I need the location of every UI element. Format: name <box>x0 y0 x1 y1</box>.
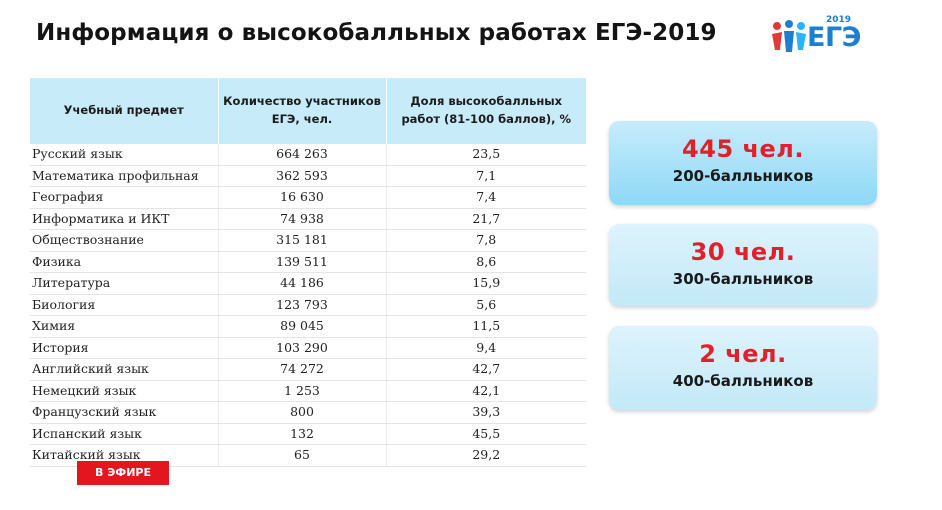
share-cell: 7,8 <box>385 229 586 252</box>
count-cell: 103 290 <box>217 337 386 359</box>
subject-cell: История <box>30 337 218 359</box>
table-row: Китайский язык 65 29,2 <box>30 444 586 467</box>
subject-cell: Испанский язык <box>30 423 218 445</box>
subject-cell: Обществознание <box>30 229 218 252</box>
share-cell: 7,4 <box>385 186 586 209</box>
share-cell: 9,4 <box>385 337 586 359</box>
table-row: Английский язык 74 272 42,7 <box>30 358 586 381</box>
share-cell: 7,1 <box>385 165 586 187</box>
subject-cell: Информатика и ИКТ <box>30 208 218 230</box>
card-400-scorers: 2 чел. 400-балльников <box>609 326 877 410</box>
table-row: Биология 123 793 5,6 <box>30 294 586 316</box>
count-cell: 65 <box>217 444 386 467</box>
table-row: География 16 630 7,4 <box>30 186 586 209</box>
table-row: Немецкий язык 1 253 42,1 <box>30 380 586 402</box>
share-cell: 5,6 <box>385 294 586 316</box>
card-value: 445 чел. <box>682 135 804 163</box>
subject-cell: Русский язык <box>30 144 218 166</box>
count-cell: 132 <box>217 423 386 445</box>
share-cell: 29,2 <box>385 444 586 467</box>
share-cell: 21,7 <box>385 208 586 230</box>
subject-cell: Французский язык <box>30 401 218 424</box>
subject-cell: Немецкий язык <box>30 380 218 402</box>
logo-text: ЕГЭ <box>807 22 861 53</box>
count-cell: 362 593 <box>217 165 386 187</box>
share-cell: 45,5 <box>385 423 586 445</box>
share-cell: 23,5 <box>385 144 586 166</box>
count-cell: 74 272 <box>217 358 386 381</box>
subject-cell: Химия <box>30 315 218 338</box>
count-cell: 89 045 <box>217 315 386 338</box>
share-cell: 42,1 <box>385 380 586 402</box>
share-cell: 8,6 <box>385 251 586 273</box>
share-cell: 39,3 <box>385 401 586 424</box>
card-300-scorers: 30 чел. 300-балльников <box>609 224 877 306</box>
subject-cell: География <box>30 186 218 209</box>
subject-cell: Английский язык <box>30 358 218 381</box>
count-cell: 74 938 <box>217 208 386 230</box>
table-row: Испанский язык 132 45,5 <box>30 423 586 445</box>
share-cell: 15,9 <box>385 272 586 295</box>
count-cell: 16 630 <box>217 186 386 209</box>
count-cell: 139 511 <box>217 251 386 273</box>
header-share: Доля высокобалльных работ (81-100 баллов… <box>386 78 586 144</box>
table-row: Физика 139 511 8,6 <box>30 251 586 273</box>
table-row: История 103 290 9,4 <box>30 337 586 359</box>
subject-cell: Физика <box>30 251 218 273</box>
table-row: Литература 44 186 15,9 <box>30 272 586 295</box>
table-header-row: Учебный предмет Количество участников ЕГ… <box>30 78 586 144</box>
table-row: Химия 89 045 11,5 <box>30 315 586 338</box>
people-icon <box>772 20 806 52</box>
live-button[interactable]: В ЭФИРЕ <box>77 461 169 485</box>
logo-year: 2019 <box>826 15 852 25</box>
card-caption: 200-балльников <box>672 167 814 185</box>
card-caption: 300-балльников <box>672 270 814 288</box>
share-cell: 42,7 <box>385 358 586 381</box>
results-table: Учебный предмет Количество участников ЕГ… <box>30 78 586 467</box>
count-cell: 664 263 <box>217 144 386 166</box>
subject-cell: Литература <box>30 272 218 295</box>
table-row: Математика профильная 362 593 7,1 <box>30 165 586 187</box>
count-cell: 800 <box>217 401 386 424</box>
table-row: Обществознание 315 181 7,8 <box>30 229 586 252</box>
subject-cell: Математика профильная <box>30 165 218 187</box>
share-cell: 11,5 <box>385 315 586 338</box>
page-title: Информация о высокобалльных работах ЕГЭ-… <box>36 20 717 46</box>
table-row: Французский язык 800 39,3 <box>30 401 586 424</box>
table-row: Информатика и ИКТ 74 938 21,7 <box>30 208 586 230</box>
count-cell: 1 253 <box>217 380 386 402</box>
card-200-scorers: 445 чел. 200-балльников <box>609 121 877 205</box>
count-cell: 44 186 <box>217 272 386 295</box>
count-cell: 123 793 <box>217 294 386 316</box>
subject-cell: Китайский язык <box>30 444 218 467</box>
card-value: 30 чел. <box>690 238 796 266</box>
card-caption: 400-балльников <box>672 372 814 390</box>
header-count: Количество участников ЕГЭ, чел. <box>218 78 387 144</box>
subject-cell: Биология <box>30 294 218 316</box>
table-row: Русский язык 664 263 23,5 <box>30 144 586 166</box>
count-cell: 315 181 <box>217 229 386 252</box>
ege-logo: 2019 ЕГЭ <box>770 12 880 56</box>
header-subject: Учебный предмет <box>30 78 219 144</box>
card-value: 2 чел. <box>699 340 787 368</box>
